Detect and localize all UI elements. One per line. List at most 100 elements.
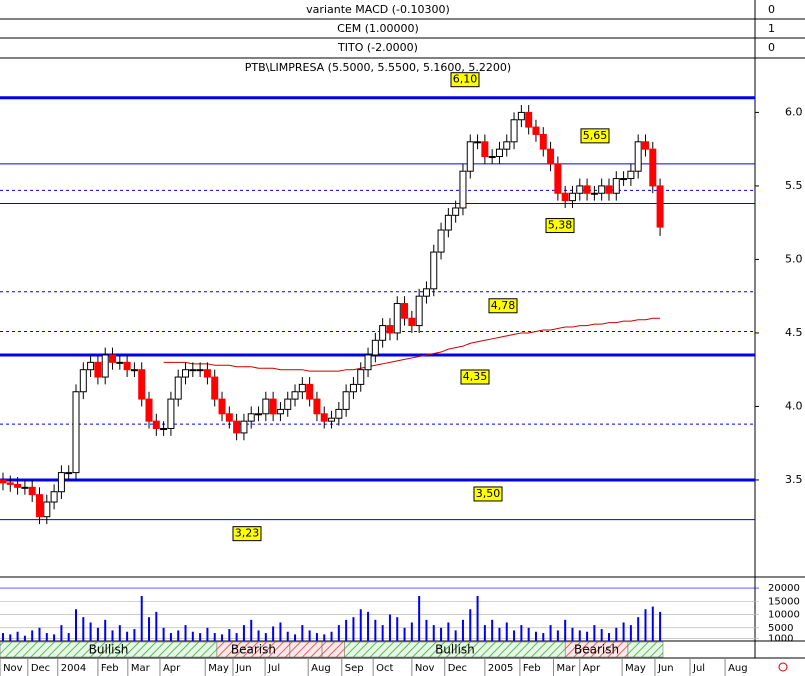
indicator-label: TITO (-2.0000)	[337, 41, 418, 54]
indicator-label: CEM (1.00000)	[337, 22, 419, 35]
candle-body	[328, 417, 336, 422]
x-tick-label: Mar	[131, 663, 151, 674]
indicator-tick: 1	[768, 22, 775, 35]
candle-body	[539, 133, 547, 150]
settings-icon[interactable]	[778, 662, 788, 672]
volume-bar	[199, 633, 202, 641]
indicator-tick: 0	[768, 41, 775, 54]
candle-body	[393, 303, 401, 334]
volume-bar	[454, 630, 457, 641]
volume-bar	[337, 625, 340, 641]
candle-body	[35, 494, 43, 518]
candle-body	[196, 369, 204, 372]
volume-bar	[89, 622, 92, 641]
volume-bar	[607, 633, 610, 641]
signal-label: Bullish	[435, 643, 475, 657]
volume-bar	[301, 625, 304, 641]
volume-bar	[184, 625, 187, 641]
candle-body	[415, 295, 423, 327]
candle-body	[233, 420, 241, 434]
candle-body	[320, 413, 328, 422]
candle-body	[488, 156, 496, 159]
volume-bar	[600, 629, 603, 641]
level-label: 5,65	[583, 129, 608, 142]
volume-bar	[651, 606, 654, 641]
candle-body	[298, 383, 306, 393]
candle-body	[510, 119, 518, 143]
volume-bar	[578, 630, 581, 641]
signal-label: Bullish	[89, 643, 129, 657]
candle-body	[284, 398, 292, 410]
x-tick-label: Jul	[267, 663, 280, 674]
volume-bar	[148, 617, 151, 641]
volume-bar	[549, 625, 552, 641]
candle-body	[342, 391, 350, 410]
volume-bar	[235, 633, 238, 641]
volume-bar	[527, 627, 530, 641]
volume-tick-label: 1000	[768, 633, 793, 644]
candle-body	[138, 369, 146, 400]
candle-body	[386, 325, 394, 334]
candle-body	[547, 148, 555, 165]
candle-body	[116, 361, 124, 364]
candle-body	[408, 317, 416, 327]
volume-bar	[403, 627, 406, 641]
candle-body	[211, 376, 219, 400]
volume-bar	[534, 631, 537, 641]
volume-bar	[586, 631, 589, 641]
volume-bar	[250, 619, 253, 641]
volume-bar	[352, 617, 355, 641]
candle-body	[525, 111, 533, 128]
y-tick-label: 4.0	[785, 399, 803, 412]
candle-body	[255, 413, 263, 416]
volume-bar	[140, 596, 143, 641]
level-label: 5,38	[548, 219, 573, 232]
x-tick-label: Feb	[523, 663, 541, 674]
candle-body	[269, 398, 277, 415]
volume-bar	[505, 622, 508, 641]
candle-body	[182, 369, 190, 378]
level-label: 4,35	[463, 370, 488, 383]
x-tick-label: 2005	[488, 663, 513, 674]
candle-body	[101, 354, 109, 378]
candle-body	[437, 229, 445, 253]
candle-body	[583, 185, 591, 194]
level-label: 6,10	[453, 73, 478, 86]
candle-body	[459, 170, 467, 209]
candle-body	[160, 428, 168, 431]
candle-body	[357, 369, 365, 385]
candle-body	[247, 413, 255, 422]
candle-body	[79, 369, 87, 393]
candle-body	[532, 126, 540, 135]
y-tick-label: 6.0	[785, 105, 803, 118]
volume-bar	[191, 631, 194, 641]
volume-bar	[1, 633, 4, 641]
candle-body	[620, 178, 628, 181]
level-label-box	[450, 72, 480, 88]
volume-bar	[169, 633, 172, 641]
candle-body	[28, 486, 36, 496]
volume-bar	[294, 634, 297, 641]
candle-body	[21, 486, 29, 489]
volume-tick-label: 10000	[768, 610, 800, 621]
candle-body	[517, 111, 525, 121]
candle-body	[371, 339, 379, 356]
level-label: 3,23	[235, 527, 260, 540]
candle-body	[634, 141, 642, 172]
x-tick-label: Jul	[692, 663, 705, 674]
volume-bar	[315, 633, 318, 641]
y-tick-label: 3.5	[785, 473, 803, 486]
candle-body	[422, 288, 430, 297]
volume-bar	[133, 629, 136, 641]
volume-bar	[9, 634, 12, 641]
volume-bar	[228, 629, 231, 641]
volume-bar	[330, 631, 333, 641]
candle-body	[641, 141, 649, 150]
candle-body	[576, 185, 584, 194]
volume-bar	[483, 625, 486, 641]
candle-body	[123, 361, 131, 371]
chart-title: PTB\LIMPRESA (5.5000, 5.5500, 5.1600, 5.…	[245, 61, 511, 74]
volume-bar	[264, 633, 267, 641]
volume-bar	[359, 609, 362, 641]
